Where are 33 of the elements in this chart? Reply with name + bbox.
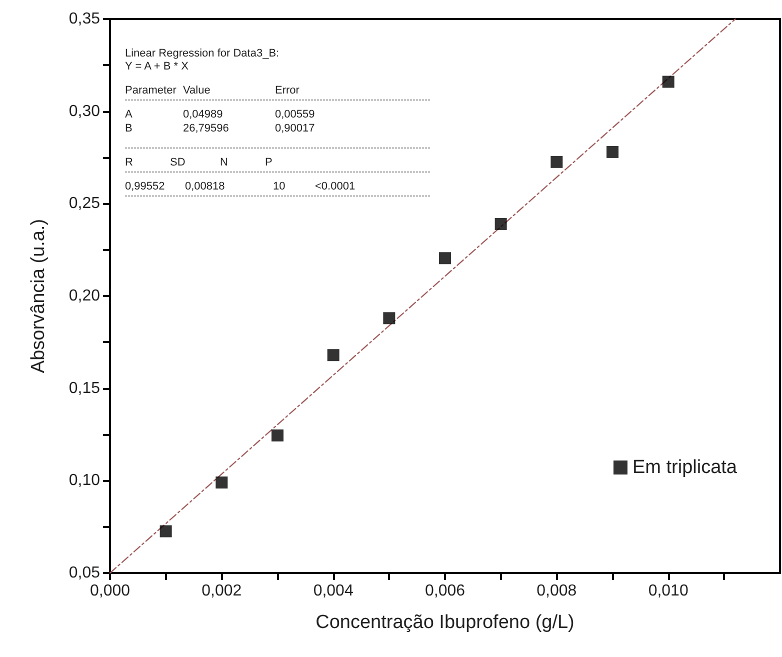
point [272, 429, 284, 442]
point [494, 218, 507, 230]
point [383, 312, 396, 324]
point [160, 525, 172, 538]
point [606, 146, 618, 158]
text: B 26,79596 0,90017 [125, 122, 315, 134]
text: A 0,04989 0,00559 [125, 108, 315, 120]
x-axis-title: Concentração Ibuprofeno (g/L) [316, 612, 574, 633]
y-tick-label: 0,05 [68, 564, 100, 582]
annotation: Linear Regression for Data3_B: [125, 48, 280, 60]
x-tick-label: 0,008 [536, 582, 577, 600]
point [327, 349, 340, 362]
x-tick-label: 0,002 [202, 582, 242, 600]
point [662, 76, 674, 88]
y-tick-label: 0,35 [68, 10, 100, 28]
x-tick-label: 0,000 [90, 582, 130, 600]
x-tick-label: 0,004 [313, 582, 354, 600]
y-tick-label: 0,15 [68, 380, 100, 397]
y-tick-label: 0,25 [68, 195, 100, 212]
text: Parameter Value Error [125, 84, 300, 96]
point [439, 252, 451, 264]
point [216, 476, 228, 489]
legend-label: Em triplicata [632, 457, 738, 478]
annotation: Y = A + B * X [125, 60, 190, 72]
point [550, 156, 563, 168]
text: 0,99552 0,00818 10 <0.0001 [125, 180, 356, 192]
x-tick-label: 0,006 [424, 582, 466, 600]
y-axis-title: Absorvância (u.a.) [28, 218, 49, 374]
y-tick-label: 0,20 [68, 288, 100, 304]
x-tick-label: 0,010 [648, 582, 688, 600]
text: R SD N P [125, 156, 272, 168]
y-tick-label: 0,30 [68, 102, 100, 120]
y-tick-label: 0,10 [68, 472, 100, 490]
